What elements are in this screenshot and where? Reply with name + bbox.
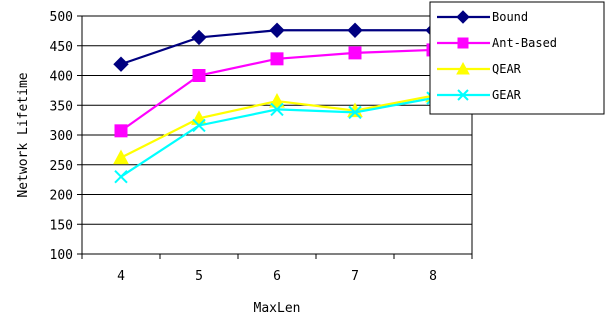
data-point-ant-based [348, 46, 362, 60]
x-tick-label: 4 [117, 269, 125, 284]
y-axis-title: Network Lifetime [16, 72, 31, 197]
y-tick-label: 350 [50, 99, 73, 114]
legend: Bound Ant-Based QEAR GEAR [429, 1, 605, 115]
data-point-bound [269, 22, 285, 38]
legend-marker-ant-based [457, 37, 469, 49]
data-point-ant-based [192, 69, 206, 82]
legend-label: QEAR [492, 62, 522, 76]
legend-marker-qear [456, 61, 470, 75]
y-tick-label: 300 [50, 129, 73, 144]
legend-label: GEAR [492, 88, 522, 102]
y-tick-label: 500 [50, 10, 73, 25]
data-point-bound [113, 56, 129, 72]
data-point-bound [347, 22, 363, 38]
legend-marker-bound [456, 10, 470, 24]
data-point-gear [114, 169, 128, 184]
y-tick-label: 250 [50, 159, 73, 174]
data-point-qear [113, 149, 129, 165]
series-ant-based [114, 43, 440, 138]
legend-item-bound: Bound [437, 10, 528, 24]
x-axis-title: MaxLen [254, 301, 301, 316]
x-tick-label: 6 [273, 269, 281, 284]
data-point-bound [191, 29, 207, 46]
data-point-ant-based [114, 124, 128, 138]
data-point-gear [192, 118, 206, 133]
legend-marker-gear [457, 89, 469, 101]
legend-item-qear: QEAR [437, 61, 522, 76]
legend-label: Ant-Based [492, 36, 557, 50]
y-tick-label: 100 [50, 248, 73, 263]
y-tick-label: 200 [50, 189, 73, 204]
x-tick-label: 8 [429, 269, 437, 284]
data-point-gear [270, 102, 284, 117]
y-tick-label: 400 [50, 70, 73, 85]
x-tick-label: 5 [195, 269, 203, 284]
legend-item-ant-based: Ant-Based [437, 36, 557, 50]
y-axis-ticks: 100 150 200 250 300 350 400 450 500 [50, 10, 82, 263]
x-tick-label: 7 [351, 269, 359, 284]
x-axis-ticks: 4 5 6 7 8 [81, 254, 473, 284]
y-tick-label: 150 [50, 218, 73, 233]
data-point-gear [348, 105, 362, 120]
legend-item-gear: GEAR [437, 88, 522, 102]
legend-label: Bound [492, 10, 528, 24]
y-tick-label: 450 [50, 40, 73, 55]
data-point-ant-based [270, 52, 284, 66]
data-point-qear [269, 93, 285, 108]
